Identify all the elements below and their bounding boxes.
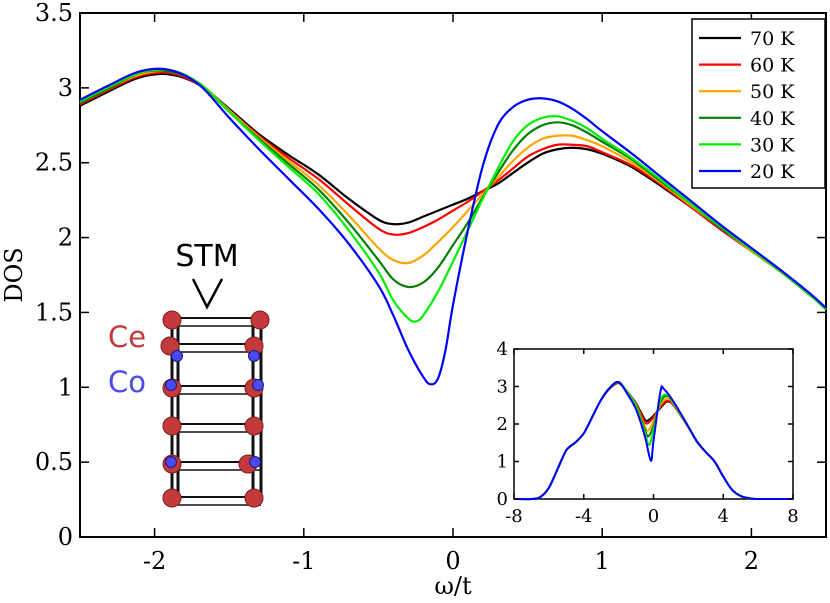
- co-atom: [252, 379, 264, 391]
- inset-series-20-k: [513, 380, 794, 501]
- main-y-tick-label: 0: [58, 523, 73, 551]
- ce-atom: [162, 310, 182, 330]
- legend-label: 60 K: [750, 55, 795, 77]
- ce-label: Ce: [108, 320, 146, 354]
- main-x-tick-label: -2: [143, 547, 166, 575]
- main-y-tick-label: 3: [58, 74, 73, 102]
- co-label: Co: [108, 365, 146, 399]
- co-atom: [248, 350, 260, 362]
- legend-label: 70 K: [750, 28, 795, 50]
- y-axis-label: DOS: [0, 247, 28, 302]
- legend-label: 50 K: [750, 81, 795, 103]
- inset-y-tick-label: 4: [497, 339, 508, 360]
- main-y-tick-label: 2.5: [35, 149, 73, 177]
- inset-y-tick-label: 1: [497, 452, 508, 473]
- inset-x-tick-label: 8: [787, 506, 798, 527]
- legend: 70 K 60 K 50 K 40 K 30 K 20 K: [691, 18, 826, 189]
- co-atom: [165, 456, 177, 468]
- main-y-tick-label: 2: [58, 224, 73, 252]
- inset-x-tick-label: -8: [505, 506, 523, 527]
- ce-atom: [160, 336, 180, 356]
- main-x-tick-label: -1: [292, 547, 315, 575]
- ce-atom: [162, 488, 182, 508]
- main-series-20-k: [79, 67, 827, 386]
- main-x-tick-label: 2: [744, 547, 759, 575]
- legend-label: 30 K: [750, 134, 795, 156]
- x-axis-label: ω/t: [434, 572, 472, 600]
- inset-y-tick-label: 3: [497, 377, 508, 398]
- ce-atom: [162, 416, 182, 436]
- legend-label: 20 K: [750, 161, 795, 183]
- main-x-tick-label: 0: [445, 547, 460, 575]
- stm-tip-icon: [191, 278, 224, 310]
- main-series-50-k: [79, 69, 827, 311]
- main-y-tick-label: 1: [58, 373, 73, 401]
- lattice: [160, 310, 270, 508]
- co-atom: [249, 456, 261, 468]
- main-y-tick-label: 3.5: [35, 0, 73, 27]
- crystal-structure-illustration: STM Ce Co: [108, 239, 270, 508]
- main-y-tick-label: 0.5: [35, 448, 73, 476]
- main-y-tick-label: 1.5: [35, 298, 73, 326]
- inset-y-tick-label: 2: [497, 414, 508, 435]
- inset-x-tick-label: 4: [718, 506, 729, 527]
- co-atom: [171, 350, 183, 362]
- ce-atom: [244, 416, 264, 436]
- legend-label: 40 K: [750, 108, 795, 130]
- ce-atom: [250, 310, 270, 330]
- ce-atom: [244, 488, 264, 508]
- inset-y-tick-label: 0: [497, 489, 508, 510]
- inset-axis-ticks: -8 -4 0 4 8 0 1 2 3 4: [497, 339, 799, 527]
- main-axis-ticks: -2 -1 0 1 2 0 0.5 1 1.5 2 2.5 3 3.5: [35, 0, 826, 575]
- co-atom: [165, 379, 177, 391]
- stm-label: STM: [175, 239, 238, 274]
- main-x-tick-label: 1: [595, 547, 610, 575]
- main-series-group: [79, 67, 827, 386]
- inset-x-tick-label: -4: [575, 506, 593, 527]
- inset-series-group: [513, 380, 794, 501]
- legend-box: [691, 18, 826, 189]
- inset-x-tick-label: 0: [648, 506, 659, 527]
